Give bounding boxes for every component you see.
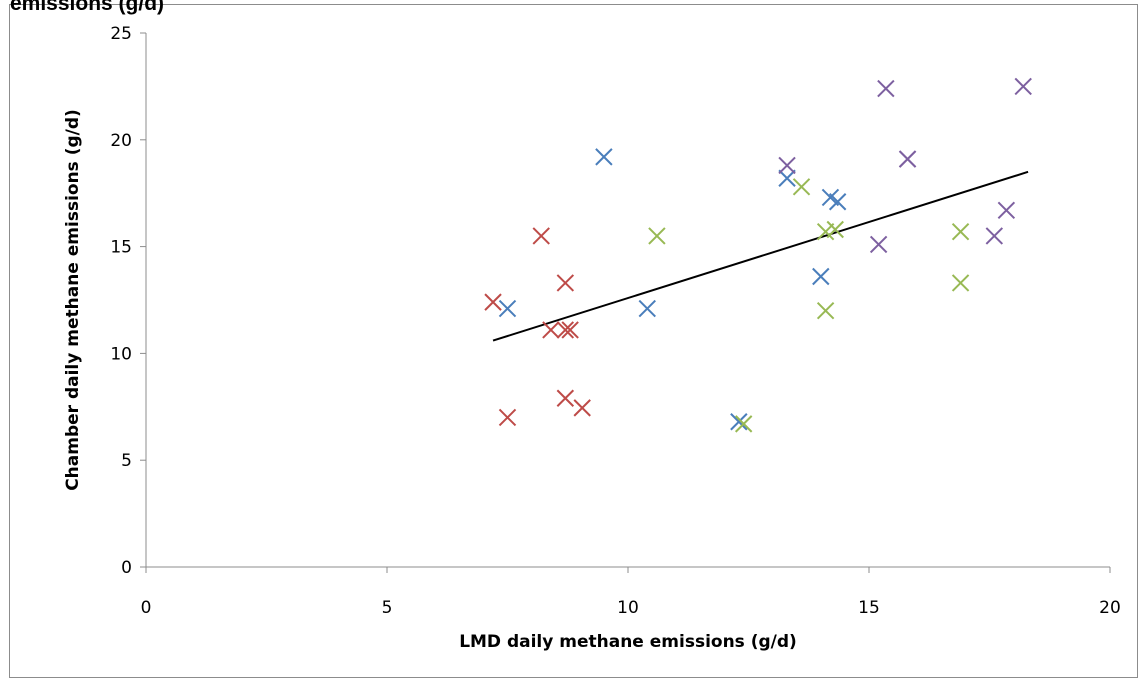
data-point-series-3 (826, 220, 844, 239)
y-tick-label: 5 (121, 451, 132, 471)
data-point-series-1 (638, 299, 656, 318)
data-point-series-3 (951, 222, 970, 241)
data-point-series-1 (778, 169, 796, 187)
x-tick-label: 10 (617, 598, 639, 618)
data-point-series-4 (1014, 77, 1032, 96)
data-point-series-4 (997, 201, 1016, 219)
data-point-series-3 (648, 227, 666, 245)
data-point-series-4 (985, 227, 1004, 245)
data-point-series-2 (556, 321, 575, 339)
data-point-series-4 (778, 156, 796, 175)
data-point-series-1 (595, 148, 613, 166)
data-point-series-2 (573, 399, 591, 417)
x-tick-label: 20 (1099, 598, 1121, 618)
data-point-series-3 (792, 178, 811, 196)
x-tick-label: 15 (858, 598, 880, 618)
data-point-series-2 (532, 227, 550, 245)
y-tick-label: 0 (121, 558, 132, 578)
data-point-series-1 (828, 193, 847, 211)
data-point-series-2 (484, 293, 502, 311)
data-point-series-2 (556, 389, 575, 407)
data-point-series-4 (898, 150, 917, 168)
y-tick-label: 25 (110, 24, 132, 44)
data-point-series-4 (869, 235, 888, 254)
y-axis-title: Chamber daily methane emissions (g/d) (63, 109, 83, 491)
data-point-series-4 (877, 79, 895, 98)
data-point-series-1 (812, 267, 830, 286)
x-axis-title: LMD daily methane emissions (g/d) (459, 632, 797, 652)
data-point-series-3 (951, 274, 970, 292)
data-point-series-2 (498, 408, 517, 427)
data-point-series-1 (498, 299, 517, 318)
trend-line (492, 170, 1029, 342)
y-tick-label: 15 (110, 238, 132, 258)
chart-frame: emissions (g/d) (9, 0, 1138, 678)
y-tick-label: 20 (110, 131, 132, 151)
data-point-series-3 (734, 415, 753, 433)
data-point-series-2 (542, 321, 560, 339)
data-point-series-1 (730, 413, 748, 431)
x-tick-label: 0 (141, 598, 152, 618)
data-point-series-3 (816, 301, 835, 320)
y-tick-label: 10 (110, 344, 132, 364)
x-tick-label: 5 (382, 598, 393, 618)
chart-title: emissions (g/d) (10, 0, 165, 15)
data-point-series-2 (561, 321, 579, 339)
data-point-series-2 (556, 274, 575, 292)
